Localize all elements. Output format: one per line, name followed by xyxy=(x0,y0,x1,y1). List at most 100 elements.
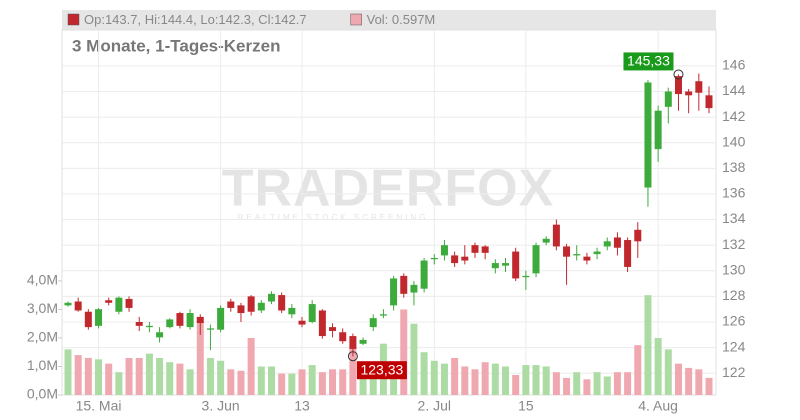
candle-body xyxy=(349,336,357,349)
y-tick-label: 146 xyxy=(722,57,746,73)
annotation-label: 123,33 xyxy=(360,361,403,377)
candle-body xyxy=(451,255,459,264)
y2-tick-label: 4,0M xyxy=(27,272,58,288)
subtitle: 3 Monate, 1-Tages-Kerzen xyxy=(72,36,280,55)
volume-bar xyxy=(674,363,682,395)
candle-body xyxy=(624,240,632,267)
candle-body xyxy=(634,229,642,242)
candle-body xyxy=(288,307,296,315)
volume-bar xyxy=(247,337,255,395)
legend-label: Op:143.7, Hi:144.4, Lo:142.3, Cl:142.7 xyxy=(84,12,307,27)
volume-bar xyxy=(217,360,225,395)
volume-bar xyxy=(145,353,153,395)
watermark-tagline: REALTIME STOCK SCREENING xyxy=(238,213,429,222)
annotation-marker xyxy=(673,69,684,80)
volume-bar xyxy=(135,357,143,395)
candle-body xyxy=(247,296,255,312)
volume-bar xyxy=(512,375,520,395)
volume-bar xyxy=(542,366,550,395)
volume-bar xyxy=(186,369,194,395)
volume-bar xyxy=(430,360,438,395)
volume-bar xyxy=(156,357,164,395)
volume-bar xyxy=(420,352,428,395)
volume-bar xyxy=(237,370,245,395)
candle-body xyxy=(115,297,123,312)
y-tick-label: 134 xyxy=(722,210,746,226)
candle-body xyxy=(532,245,540,274)
candle-body xyxy=(227,301,235,308)
volume-bar xyxy=(440,363,448,395)
y-tick-label: 138 xyxy=(722,159,746,175)
y-tick-label: 144 xyxy=(722,82,746,98)
candle-body xyxy=(156,332,164,338)
volume-bar xyxy=(196,323,204,395)
volume-bar xyxy=(573,372,581,395)
candle-body xyxy=(329,327,337,331)
volume-bar xyxy=(176,363,184,395)
candle-body xyxy=(593,251,601,255)
volume-bar xyxy=(451,357,459,395)
volume-bar xyxy=(624,372,632,395)
candle-body xyxy=(278,295,286,311)
volume-bar xyxy=(613,372,621,395)
volume-bar xyxy=(410,323,418,395)
y-tick-label: 126 xyxy=(722,313,746,329)
candle-body xyxy=(217,307,225,330)
candle-body xyxy=(552,224,560,247)
volume-bar xyxy=(491,363,499,395)
candle-body xyxy=(654,110,662,150)
volume-bar xyxy=(166,362,174,395)
x-tick-label: 2. Jul xyxy=(418,398,451,414)
candle-body xyxy=(74,301,82,311)
y2-tick-label: 0,0M xyxy=(27,386,58,402)
candle-body xyxy=(522,275,530,278)
candle-body xyxy=(237,305,245,314)
candle-body xyxy=(502,263,510,266)
candle-body xyxy=(644,82,652,188)
candle-body xyxy=(64,302,72,306)
volume-bar xyxy=(522,365,530,395)
volume-bar xyxy=(329,369,337,395)
candle-body xyxy=(369,318,377,328)
candle-body xyxy=(440,245,448,256)
y2-tick-label: 2,0M xyxy=(27,329,58,345)
volume-bar xyxy=(288,373,296,395)
candle-body xyxy=(359,339,367,344)
volume-bar xyxy=(634,345,642,395)
candle-body xyxy=(603,241,611,247)
x-tick-label: 3. Jun xyxy=(202,398,240,414)
volume-bar xyxy=(369,366,377,395)
candle-body xyxy=(196,316,204,324)
watermark: TRADERFOX xyxy=(222,160,555,218)
volume-bar xyxy=(125,357,133,395)
candle-body xyxy=(674,76,682,95)
volume-bar xyxy=(685,367,693,395)
volume-bar xyxy=(705,377,713,395)
candle-body xyxy=(206,328,214,330)
volume-bar xyxy=(64,349,72,395)
candle-body xyxy=(135,322,143,326)
candle-body xyxy=(512,251,520,279)
volume-bar xyxy=(644,295,652,395)
y-tick-label: 142 xyxy=(722,108,746,124)
candle-body xyxy=(420,260,428,289)
candle-body xyxy=(257,302,265,311)
candle-body xyxy=(430,257,438,260)
volume-bar xyxy=(84,357,92,395)
volume-bar xyxy=(461,366,469,395)
candle-body xyxy=(339,332,347,342)
candle-body xyxy=(308,304,316,322)
candle-body xyxy=(583,256,591,261)
candle-body xyxy=(95,309,103,326)
volume-bar xyxy=(278,373,286,395)
plot-frame xyxy=(61,29,717,396)
x-tick-label: 13 xyxy=(294,398,310,414)
volume-bar xyxy=(349,346,357,395)
y2-tick-label: 1,0M xyxy=(27,357,58,373)
candle-body xyxy=(166,319,174,328)
volume-bar xyxy=(481,362,489,395)
candle-body xyxy=(298,320,306,325)
candle-body xyxy=(84,311,92,328)
x-tick-label: 15. Mai xyxy=(76,398,122,414)
